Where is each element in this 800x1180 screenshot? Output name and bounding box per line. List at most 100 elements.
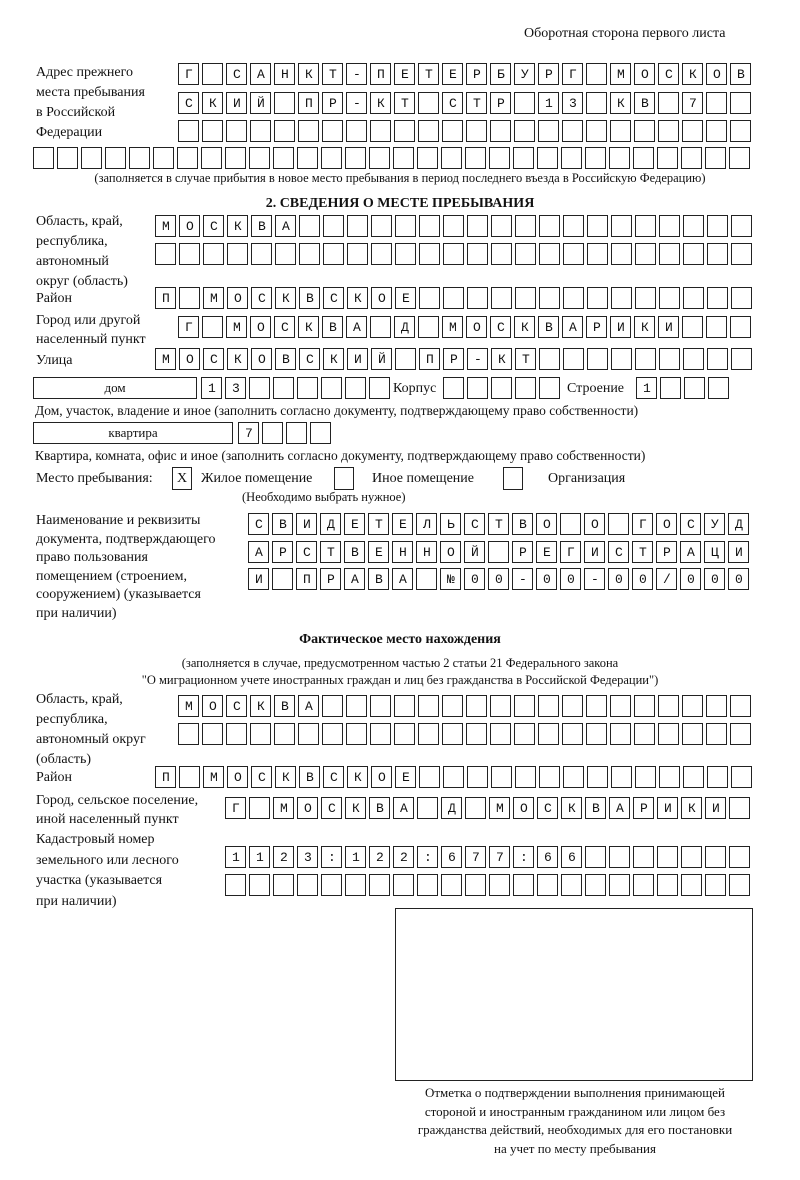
- char-cell[interactable]: [323, 287, 344, 309]
- char-cell[interactable]: [249, 846, 270, 868]
- char-cell[interactable]: [417, 797, 438, 819]
- char-cell[interactable]: [682, 695, 703, 717]
- char-cell[interactable]: [491, 348, 512, 370]
- char-cell[interactable]: [419, 287, 440, 309]
- char-cell[interactable]: [250, 92, 271, 114]
- char-cell[interactable]: [634, 316, 655, 338]
- char-cell[interactable]: [419, 215, 440, 237]
- char-cell[interactable]: [563, 215, 584, 237]
- char-cell[interactable]: [465, 147, 486, 169]
- char-cell[interactable]: [370, 120, 391, 142]
- char-cell[interactable]: [227, 348, 248, 370]
- char-cell[interactable]: [203, 766, 224, 788]
- char-cell[interactable]: [656, 513, 677, 535]
- char-cell[interactable]: [418, 120, 439, 142]
- char-cell[interactable]: [297, 377, 318, 399]
- char-cell[interactable]: [587, 215, 608, 237]
- char-cell[interactable]: [297, 797, 318, 819]
- char-cell[interactable]: [681, 147, 702, 169]
- char-cell[interactable]: [417, 874, 438, 896]
- char-cell[interactable]: [465, 874, 486, 896]
- char-cell[interactable]: [706, 92, 727, 114]
- char-cell[interactable]: [705, 846, 726, 868]
- char-cell[interactable]: [370, 695, 391, 717]
- char-cell[interactable]: [563, 766, 584, 788]
- char-cell[interactable]: [226, 723, 247, 745]
- char-cell[interactable]: [251, 243, 272, 265]
- char-cell[interactable]: [539, 215, 560, 237]
- char-cell[interactable]: [609, 874, 630, 896]
- char-cell[interactable]: [514, 723, 535, 745]
- char-cell[interactable]: [632, 541, 653, 563]
- char-cell[interactable]: [442, 92, 463, 114]
- char-cell[interactable]: [587, 348, 608, 370]
- char-cell[interactable]: [633, 846, 654, 868]
- char-cell[interactable]: [490, 63, 511, 85]
- char-cell[interactable]: [707, 243, 728, 265]
- char-cell[interactable]: [704, 541, 725, 563]
- char-cell[interactable]: [345, 147, 366, 169]
- char-cell[interactable]: [610, 120, 631, 142]
- char-cell[interactable]: [274, 316, 295, 338]
- char-cell[interactable]: [345, 797, 366, 819]
- char-cell[interactable]: [393, 846, 414, 868]
- char-cell[interactable]: [442, 316, 463, 338]
- char-cell[interactable]: [611, 766, 632, 788]
- char-cell[interactable]: [419, 766, 440, 788]
- char-cell[interactable]: [537, 147, 558, 169]
- char-cell[interactable]: [632, 568, 653, 590]
- char-cell[interactable]: [297, 874, 318, 896]
- char-cell[interactable]: [202, 120, 223, 142]
- char-cell[interactable]: [586, 63, 607, 85]
- char-cell[interactable]: [707, 215, 728, 237]
- char-cell[interactable]: [394, 695, 415, 717]
- char-cell[interactable]: [346, 316, 367, 338]
- char-cell[interactable]: [238, 422, 259, 444]
- char-cell[interactable]: [443, 215, 464, 237]
- char-cell[interactable]: [346, 695, 367, 717]
- char-cell[interactable]: [490, 316, 511, 338]
- char-cell[interactable]: [322, 63, 343, 85]
- char-cell[interactable]: [441, 797, 462, 819]
- char-cell[interactable]: [250, 316, 271, 338]
- char-cell[interactable]: [561, 846, 582, 868]
- char-cell[interactable]: [249, 147, 270, 169]
- char-cell[interactable]: [610, 92, 631, 114]
- char-cell[interactable]: [538, 63, 559, 85]
- char-cell[interactable]: [610, 695, 631, 717]
- char-cell[interactable]: [488, 541, 509, 563]
- char-cell[interactable]: [562, 92, 583, 114]
- char-cell[interactable]: [515, 243, 536, 265]
- char-cell[interactable]: [633, 874, 654, 896]
- char-cell[interactable]: [635, 348, 656, 370]
- char-cell[interactable]: [705, 147, 726, 169]
- char-cell[interactable]: [584, 541, 605, 563]
- char-cell[interactable]: [682, 316, 703, 338]
- char-cell[interactable]: [467, 243, 488, 265]
- char-cell[interactable]: [466, 316, 487, 338]
- char-cell[interactable]: [539, 377, 560, 399]
- char-cell[interactable]: [660, 377, 681, 399]
- char-cell[interactable]: [346, 120, 367, 142]
- char-cell[interactable]: [609, 147, 630, 169]
- char-cell[interactable]: [515, 215, 536, 237]
- char-cell[interactable]: [683, 243, 704, 265]
- char-cell[interactable]: [683, 348, 704, 370]
- char-cell[interactable]: [536, 568, 557, 590]
- char-cell[interactable]: [344, 541, 365, 563]
- char-cell[interactable]: [299, 348, 320, 370]
- char-cell[interactable]: [323, 215, 344, 237]
- stay-option-organization-checkbox[interactable]: [503, 467, 523, 490]
- char-cell[interactable]: [658, 92, 679, 114]
- char-cell[interactable]: [659, 215, 680, 237]
- char-cell[interactable]: [514, 63, 535, 85]
- char-cell[interactable]: [657, 147, 678, 169]
- char-cell[interactable]: [441, 874, 462, 896]
- char-cell[interactable]: [659, 287, 680, 309]
- char-cell[interactable]: [226, 92, 247, 114]
- char-cell[interactable]: [273, 147, 294, 169]
- char-cell[interactable]: [633, 797, 654, 819]
- char-cell[interactable]: [658, 63, 679, 85]
- char-cell[interactable]: [466, 723, 487, 745]
- char-cell[interactable]: [443, 287, 464, 309]
